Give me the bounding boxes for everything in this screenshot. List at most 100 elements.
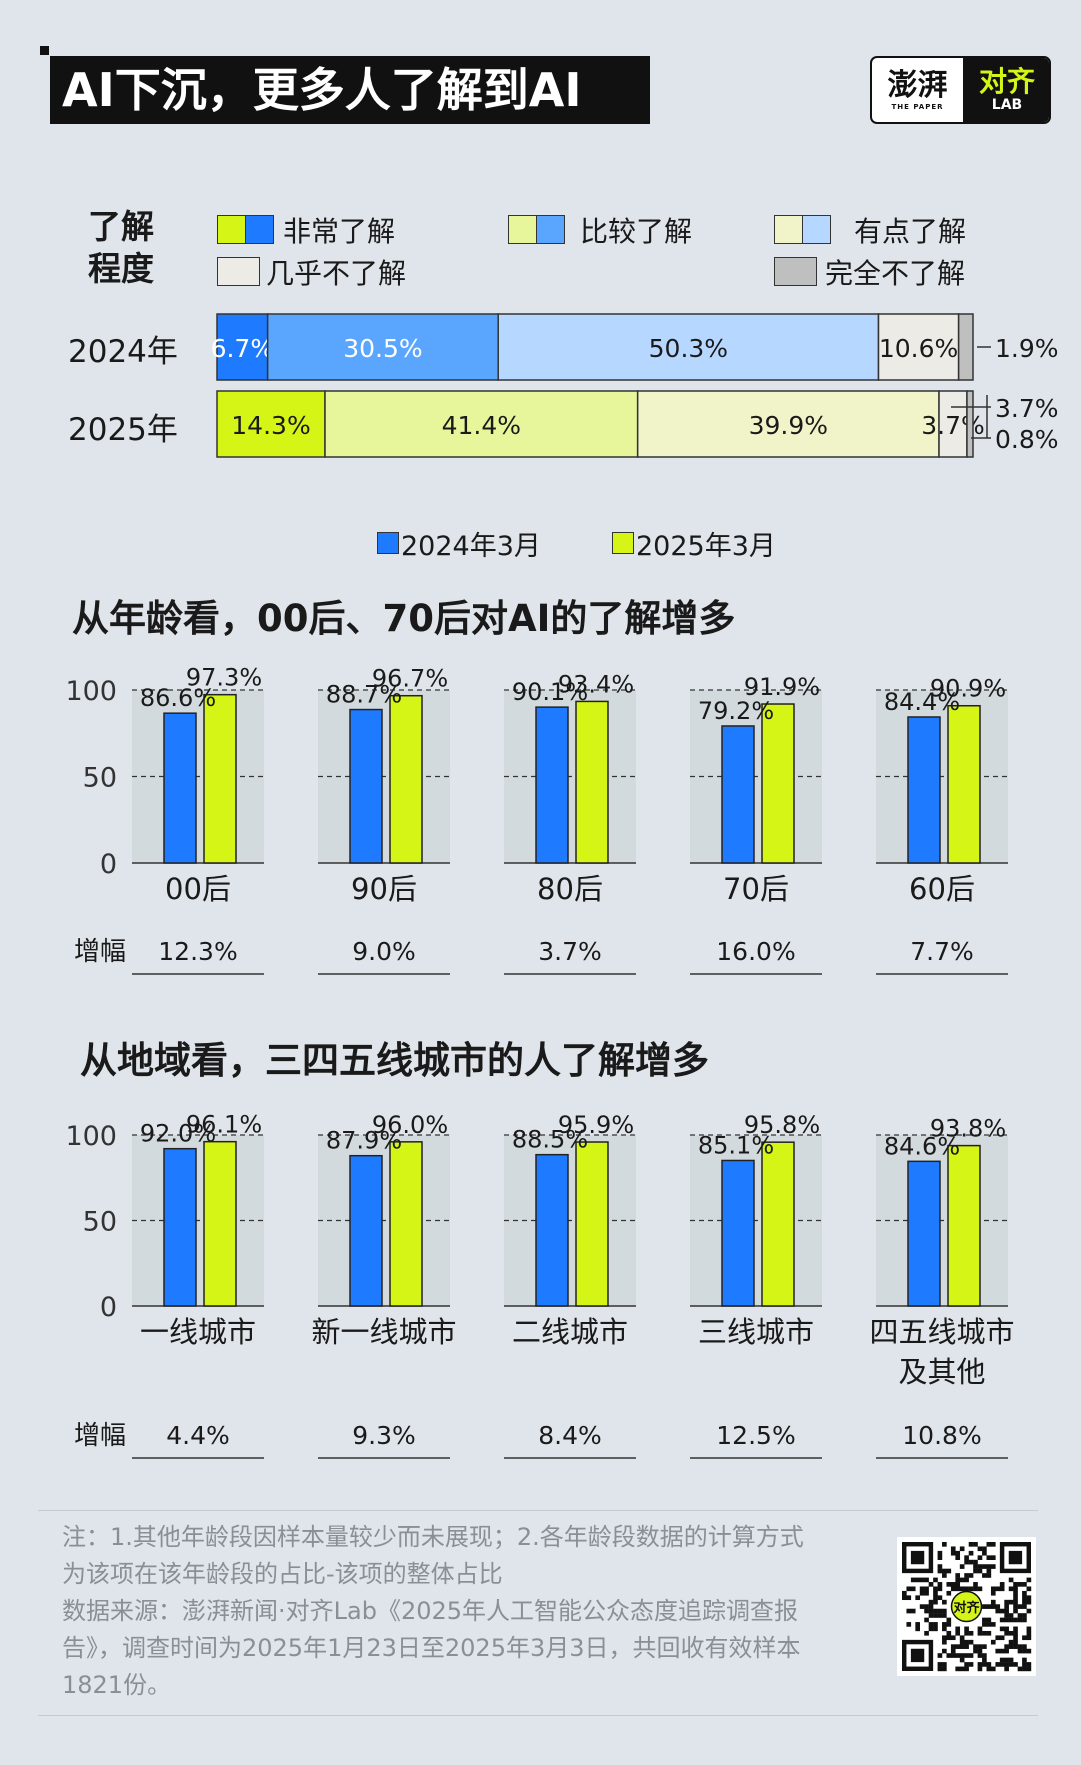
bar-label-2025: 95.8% (744, 1111, 820, 1139)
ytick-label-0: 0 (100, 849, 117, 880)
qr-module (915, 1622, 920, 1627)
qr-module (924, 1586, 929, 1592)
qr-module (1013, 1617, 1018, 1623)
qr-module (1026, 1666, 1032, 1672)
qr-module (990, 1542, 996, 1547)
qr-module (942, 1568, 947, 1574)
legend-label-fairly: 比较了解 (580, 215, 693, 248)
qr-module (990, 1666, 996, 1672)
qr-module (933, 1608, 938, 1614)
qr-module (950, 1653, 956, 1658)
qr-module (1022, 1599, 1027, 1605)
qr-module (990, 1586, 996, 1592)
bar-2025 (761, 1141, 795, 1307)
bar-label-2024: 84.6% (884, 1132, 960, 1160)
bar-2024 (721, 725, 755, 864)
qr-module (995, 1662, 1001, 1667)
qr-module (906, 1622, 912, 1627)
bar-label-2025: 96.1% (186, 1111, 262, 1139)
qr-module (986, 1568, 992, 1574)
bar-label-2024: 84.4% (884, 688, 960, 716)
qr-module (1008, 1630, 1014, 1636)
qr-module (955, 1573, 961, 1578)
qr-module (973, 1582, 978, 1587)
note-line-2: 为该项在该年龄段的占比-该项的整体占比 (62, 1560, 503, 1588)
qr-module (924, 1590, 929, 1596)
qr-module (1008, 1617, 1014, 1623)
qr-module (990, 1590, 996, 1596)
note-line-5: 1821份。 (62, 1671, 172, 1699)
qr-code-icon[interactable]: 对齐 (897, 1537, 1036, 1676)
brand-logo: 澎湃 THE PAPER 对齐 LAB (870, 56, 1051, 124)
qr-module (977, 1648, 983, 1654)
note-line-4: 告》，调查时间为2025年1月23日至2025年3月3日，共回收有效样本 (62, 1634, 801, 1662)
bar-label-2024: 90.1% (512, 678, 588, 706)
qr-module (999, 1617, 1005, 1623)
bar-2024 (163, 712, 197, 864)
qr-module (1017, 1613, 1023, 1618)
qr-module (1008, 1644, 1014, 1649)
qr-module (986, 1662, 992, 1667)
qr-module (1017, 1582, 1023, 1587)
qr-module (955, 1577, 961, 1583)
bar-label-2024: 86.6% (140, 684, 216, 712)
qr-module (937, 1555, 943, 1560)
qr-module (942, 1666, 947, 1672)
qr-module (946, 1568, 952, 1574)
qr-module (1022, 1662, 1027, 1667)
qr-module (902, 1595, 907, 1601)
qr-module (1026, 1577, 1032, 1583)
qr-module (1013, 1604, 1018, 1609)
qr-module (973, 1644, 978, 1649)
qr-module (1008, 1662, 1014, 1667)
series-legend-swatch-2025 (612, 532, 634, 554)
bar-label-2025: 97.3% (186, 664, 262, 692)
category-label: 90后 (351, 872, 417, 906)
qr-module (955, 1630, 961, 1636)
qr-module (982, 1622, 987, 1627)
legend-swatch-fairly-2024 (536, 215, 565, 244)
category-label: 00后 (165, 872, 231, 906)
ytick-label-100: 100 (65, 1121, 117, 1152)
qr-module (942, 1573, 947, 1578)
qr-module (1004, 1617, 1009, 1623)
category-label: 60后 (909, 872, 975, 906)
bar-2024 (535, 1153, 569, 1307)
category-label: 80后 (537, 872, 603, 906)
qr-module (1013, 1662, 1018, 1667)
stacked-label-2025-some: 39.9% (749, 411, 828, 440)
region-chart-title: 从地域看，三四五线城市的人了解增多 (80, 1039, 709, 1082)
qr-module (919, 1590, 925, 1596)
bar-label-2024: 87.9% (326, 1127, 402, 1155)
notes-block: 注：1.其他年龄段因样本量较少而未展现；2.各年龄段数据的计算方式 为该项在该年… (62, 1519, 804, 1704)
qr-module (942, 1662, 947, 1667)
bar-2024 (721, 1159, 755, 1307)
logo-en-text: THE PAPER (891, 103, 944, 111)
qr-module (942, 1599, 947, 1605)
stacked-label-2024-very: 6.7% (211, 334, 275, 363)
bar-label-2025: 91.9% (744, 673, 820, 701)
qr-module (990, 1564, 996, 1569)
qr-module (999, 1586, 1005, 1592)
category-label: 四五线城市 (869, 1315, 1014, 1349)
qr-module (995, 1608, 1001, 1614)
qr-module (977, 1626, 983, 1632)
qr-module (928, 1626, 934, 1632)
qr-module (999, 1657, 1005, 1663)
qr-module (982, 1550, 987, 1556)
qr-module (968, 1559, 974, 1565)
qr-module (955, 1626, 961, 1632)
qr-module (1026, 1648, 1032, 1654)
qr-module (942, 1635, 947, 1641)
qr-module (999, 1608, 1005, 1614)
qr-module (982, 1604, 987, 1609)
qr-module (937, 1564, 943, 1569)
legend-swatch-almost-none (217, 257, 260, 286)
title-bar (50, 56, 650, 124)
qr-module (910, 1577, 916, 1583)
qr-module (937, 1586, 943, 1592)
category-label: 二线城市 (512, 1315, 628, 1349)
qr-module (933, 1586, 938, 1592)
qr-module (990, 1599, 996, 1605)
qr-module (964, 1662, 969, 1667)
